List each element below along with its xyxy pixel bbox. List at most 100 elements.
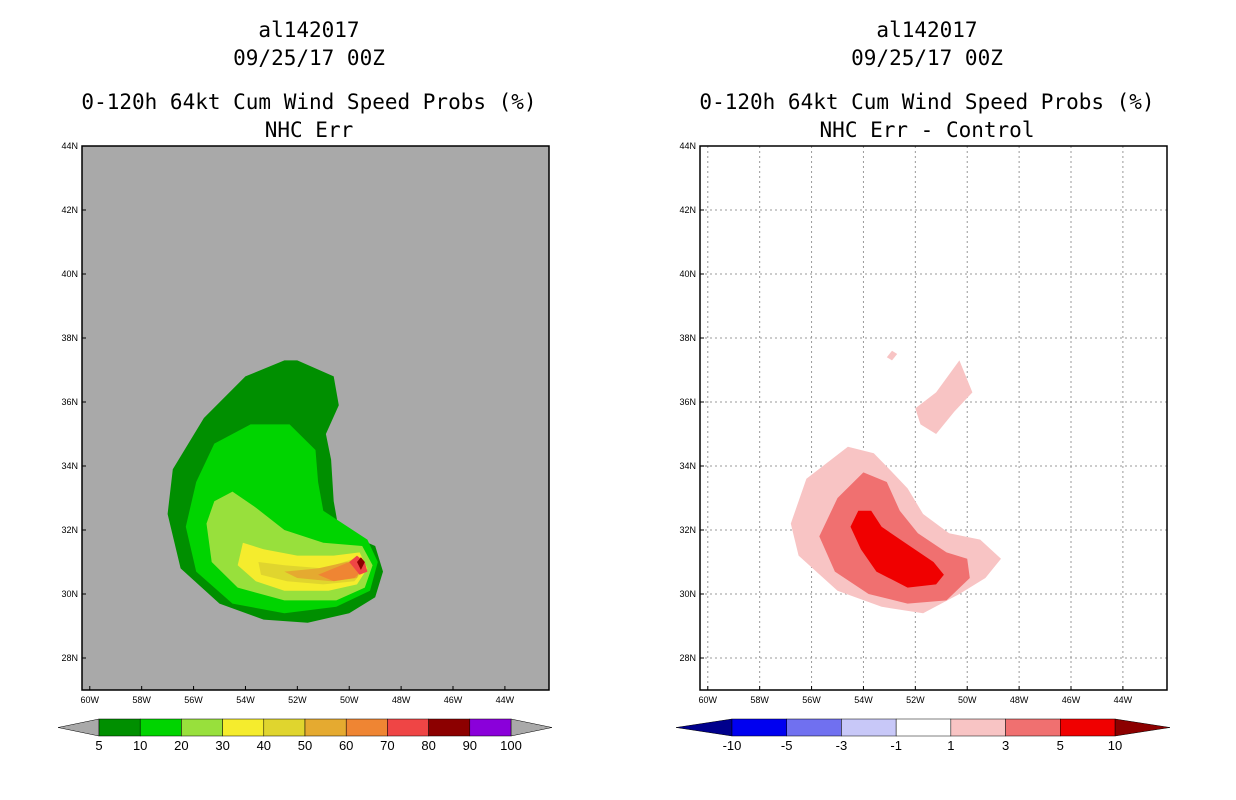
left-title: al142017 09/25/17 00Z xyxy=(0,16,618,72)
colorbar-swatch xyxy=(1005,718,1061,737)
colorbar-swatch xyxy=(345,718,388,737)
contour-fills xyxy=(167,360,383,623)
colorbar-extend-high xyxy=(510,718,553,737)
contour-fills xyxy=(790,350,1001,614)
x-tick-label: 46W xyxy=(444,695,463,705)
colorbar-swatch xyxy=(387,718,429,737)
y-tick-label: 40N xyxy=(679,269,696,279)
colorbar-swatch xyxy=(731,718,787,737)
y-tick-label: 38N xyxy=(679,333,696,343)
colorbar-label: 60 xyxy=(339,738,353,753)
x-tick-label: 54W xyxy=(854,695,873,705)
colorbar-swatch xyxy=(263,718,306,737)
colorbar-label: 80 xyxy=(421,738,435,753)
plot-frame xyxy=(81,145,550,691)
y-tick-label: 34N xyxy=(61,461,78,471)
y-tick-label: 30N xyxy=(679,589,696,599)
y-tick-label: 28N xyxy=(61,653,78,663)
x-tick-label: 60W xyxy=(81,695,100,705)
x-tick-label: 46W xyxy=(1062,695,1081,705)
y-tick-label: 42N xyxy=(61,205,78,215)
axis-ticks: 60W 58W 56W 54W 52W 50W 48W 46W 44W 28N 30N 32N 34N 3… xyxy=(61,141,514,705)
left-datetime: 09/25/17 00Z xyxy=(233,46,385,70)
colorbar-label: 3 xyxy=(1002,738,1009,753)
x-tick-label: 48W xyxy=(1010,695,1029,705)
right-title: al142017 09/25/17 00Z xyxy=(618,16,1236,72)
x-tick-label: 50W xyxy=(340,695,359,705)
right-product: 0-120h 64kt Cum Wind Speed Probs (%) xyxy=(699,90,1155,114)
colorbar-label: -10 xyxy=(723,738,742,753)
colorbar-swatch xyxy=(841,718,897,737)
colorbar-label: -1 xyxy=(890,738,902,753)
y-tick-label: 32N xyxy=(61,525,78,535)
x-tick-label: 60W xyxy=(699,695,718,705)
colorbar-label: 70 xyxy=(380,738,394,753)
colorbar-label: -3 xyxy=(836,738,848,753)
y-tick-label: 28N xyxy=(679,653,696,663)
x-tick-label: 58W xyxy=(750,695,769,705)
left-chart: 60W 58W 56W 54W 52W 50W 48W 46W 44W 28N 30N 32N 34N 3… xyxy=(57,141,553,753)
axis-ticks: 60W 58W 56W 54W 52W 50W 48W 46W 44W 28N 30N 32N 34N 3… xyxy=(679,141,1132,705)
colorbar-swatch xyxy=(950,718,1006,737)
colorbar-swatch xyxy=(469,718,512,737)
colorbar-label: 90 xyxy=(463,738,477,753)
colorbar-swatch xyxy=(786,718,842,737)
right-variant: NHC Err - Control xyxy=(819,118,1035,142)
colorbar-swatch xyxy=(428,718,471,737)
y-tick-label: 44N xyxy=(679,141,696,151)
colorbar-swatch xyxy=(181,718,223,737)
x-tick-label: 44W xyxy=(1114,695,1133,705)
x-tick-label: 58W xyxy=(132,695,151,705)
x-tick-label: 48W xyxy=(392,695,411,705)
plot-frame xyxy=(699,145,1168,691)
colorbar-swatch xyxy=(98,718,141,737)
contour-level-1 xyxy=(915,360,973,434)
colorbar-label: 5 xyxy=(1057,738,1064,753)
colorbar-label: 5 xyxy=(95,738,102,753)
y-tick-label: 38N xyxy=(61,333,78,343)
colorbar-extend-low xyxy=(57,718,100,737)
colorbar-extend-low xyxy=(675,718,733,737)
contour-level-1 xyxy=(886,350,898,361)
left-product: 0-120h 64kt Cum Wind Speed Probs (%) xyxy=(81,90,537,114)
x-tick-label: 44W xyxy=(496,695,515,705)
colorbar-swatch xyxy=(304,718,347,737)
right-chart: 60W 58W 56W 54W 52W 50W 48W 46W 44W 28N 30N 32N 34N 3… xyxy=(675,141,1171,753)
colorbar-label: 50 xyxy=(298,738,312,753)
right-subtitle: 0-120h 64kt Cum Wind Speed Probs (%) NHC… xyxy=(618,88,1236,144)
right-panel: al142017 09/25/17 00Z 0-120h 64kt Cum Wi… xyxy=(618,0,1236,800)
x-tick-label: 54W xyxy=(236,695,255,705)
colorbar-label: 20 xyxy=(174,738,188,753)
colorbar-label: -5 xyxy=(781,738,793,753)
colorbar-label: 100 xyxy=(500,738,522,753)
right-storm-id: al142017 xyxy=(876,18,978,42)
colorbar: -10 -5 -3 -1 1 3 5 10 xyxy=(675,718,1171,753)
x-tick-label: 52W xyxy=(288,695,307,705)
colorbar-swatch xyxy=(222,718,265,737)
colorbar-swatch xyxy=(139,718,182,737)
colorbar-swatch xyxy=(895,718,952,737)
x-tick-label: 52W xyxy=(906,695,925,705)
right-datetime: 09/25/17 00Z xyxy=(851,46,1003,70)
x-tick-label: 50W xyxy=(958,695,977,705)
colorbar-label: 30 xyxy=(215,738,229,753)
y-tick-label: 34N xyxy=(679,461,696,471)
contour-level-5 xyxy=(850,510,944,588)
y-tick-label: 32N xyxy=(679,525,696,535)
grid-lines xyxy=(700,145,1167,690)
y-tick-label: 36N xyxy=(61,397,78,407)
colorbar-extend-high xyxy=(1114,718,1171,737)
x-tick-label: 56W xyxy=(802,695,821,705)
contour-level-80 xyxy=(357,557,365,570)
y-tick-label: 40N xyxy=(61,269,78,279)
left-variant: NHC Err xyxy=(264,118,354,142)
y-tick-label: 30N xyxy=(61,589,78,599)
colorbar-swatch xyxy=(1060,718,1116,737)
left-panel: al142017 09/25/17 00Z 0-120h 64kt Cum Wi… xyxy=(0,16,618,753)
colorbar-label: 10 xyxy=(1108,738,1122,753)
colorbar-label: 10 xyxy=(133,738,147,753)
y-tick-label: 42N xyxy=(679,205,696,215)
colorbar: 5 10 20 30 40 50 60 70 80 90 100 xyxy=(57,718,553,753)
colorbar-label: 1 xyxy=(947,738,954,753)
left-subtitle: 0-120h 64kt Cum Wind Speed Probs (%) NHC… xyxy=(0,88,618,144)
